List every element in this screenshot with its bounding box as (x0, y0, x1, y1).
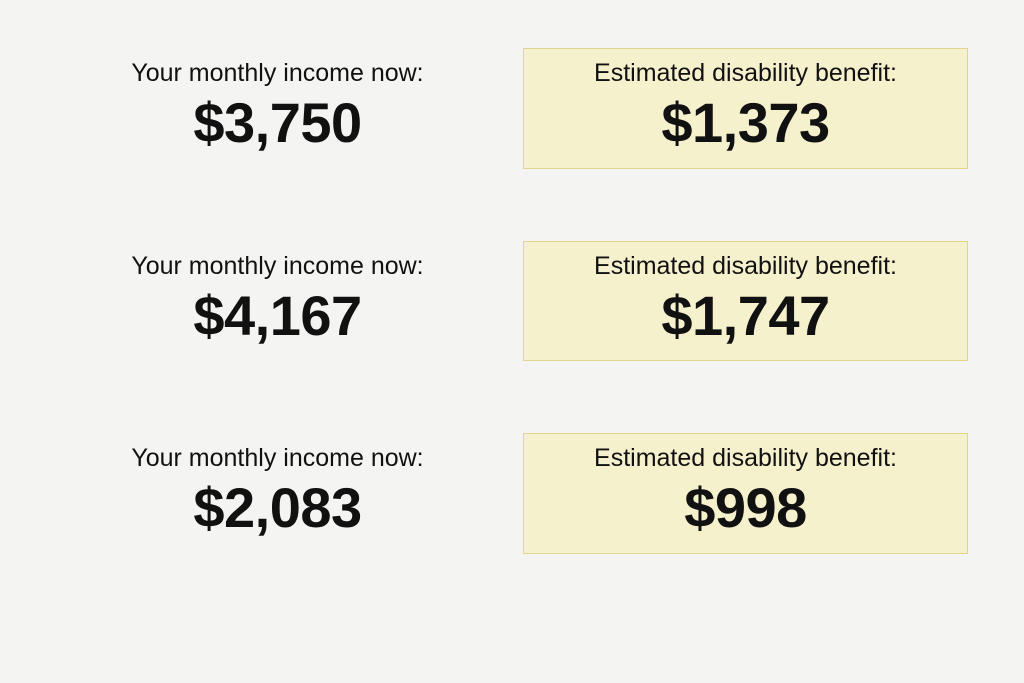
income-card: Your monthly income now: $3,750 (56, 48, 499, 169)
benefit-value: $1,747 (538, 285, 953, 347)
income-value: $2,083 (70, 477, 485, 539)
benefit-card: Estimated disability benefit: $1,747 (523, 241, 968, 362)
benefit-card: Estimated disability benefit: $1,373 (523, 48, 968, 169)
income-label: Your monthly income now: (70, 444, 485, 473)
income-card: Your monthly income now: $4,167 (56, 241, 499, 362)
benefit-card: Estimated disability benefit: $998 (523, 433, 968, 554)
benefit-label: Estimated disability benefit: (538, 444, 953, 473)
comparison-row: Your monthly income now: $2,083 Estimate… (56, 433, 968, 554)
benefit-value: $1,373 (538, 92, 953, 154)
income-label: Your monthly income now: (70, 252, 485, 281)
income-card: Your monthly income now: $2,083 (56, 433, 499, 554)
income-value: $4,167 (70, 285, 485, 347)
comparison-row: Your monthly income now: $4,167 Estimate… (56, 241, 968, 362)
comparison-row: Your monthly income now: $3,750 Estimate… (56, 48, 968, 169)
comparison-grid: Your monthly income now: $3,750 Estimate… (56, 48, 968, 554)
income-label: Your monthly income now: (70, 59, 485, 88)
income-value: $3,750 (70, 92, 485, 154)
benefit-value: $998 (538, 477, 953, 539)
benefit-label: Estimated disability benefit: (538, 59, 953, 88)
benefit-label: Estimated disability benefit: (538, 252, 953, 281)
